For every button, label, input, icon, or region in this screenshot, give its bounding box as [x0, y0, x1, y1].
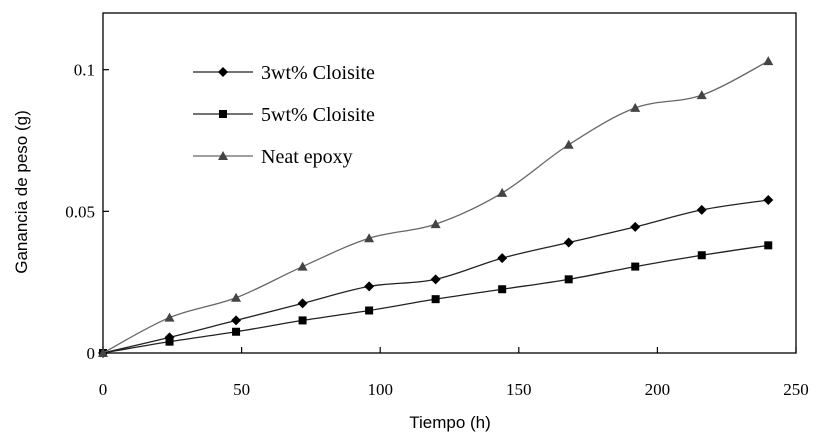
legend-label: 3wt% Cloisite — [261, 62, 375, 84]
legend: 3wt% Cloisite 5wt% Cloisite Neat epoxy — [193, 62, 375, 168]
x-axis-title: Tiempo (h) — [409, 413, 491, 432]
x-tick-label: 200 — [645, 380, 671, 399]
y-tick-label: 0.05 — [65, 202, 95, 221]
data-point — [696, 90, 707, 100]
legend-label: Neat epoxy — [261, 146, 353, 168]
data-point — [697, 251, 706, 260]
x-tick-label: 0 — [99, 380, 108, 399]
data-point — [497, 253, 508, 264]
data-point — [498, 285, 507, 294]
data-point — [231, 315, 242, 326]
data-point — [763, 56, 774, 66]
data-point — [630, 102, 641, 112]
data-point — [364, 281, 375, 292]
data-point — [364, 233, 375, 243]
data-point — [297, 261, 308, 271]
x-tick-label: 50 — [233, 380, 250, 399]
data-point — [630, 221, 641, 232]
data-point — [365, 306, 374, 315]
x-axis-ticks: 0 50 100 150 200 250 — [99, 347, 809, 399]
data-point — [696, 204, 707, 215]
series-layer — [98, 56, 774, 358]
data-point — [164, 312, 175, 322]
legend-marker — [218, 67, 228, 77]
x-tick-label: 150 — [506, 380, 532, 399]
data-point — [431, 295, 440, 304]
data-point — [563, 139, 574, 149]
data-point — [165, 337, 174, 346]
x-tick-label: 100 — [367, 380, 393, 399]
data-point — [564, 275, 573, 284]
y-tick-label: 0 — [87, 344, 96, 363]
legend-entry: Neat epoxy — [193, 146, 353, 168]
data-point — [232, 327, 241, 336]
data-point — [297, 298, 308, 309]
data-point — [631, 262, 640, 271]
legend-marker — [218, 151, 228, 160]
plot-area — [102, 12, 797, 354]
series-triangle — [98, 56, 774, 357]
y-tick-label: 0.1 — [74, 61, 95, 80]
legend-label: 5wt% Cloisite — [261, 104, 375, 126]
y-axis-title: Ganancia de peso (g) — [12, 110, 31, 274]
data-point — [764, 241, 773, 250]
legend-entry: 5wt% Cloisite — [193, 104, 375, 126]
data-point — [497, 187, 508, 197]
data-point — [563, 237, 574, 248]
data-point — [98, 348, 108, 357]
data-point — [763, 195, 774, 205]
y-axis-ticks: 0 0.05 0.1 — [65, 61, 109, 363]
x-tick-label: 250 — [783, 380, 809, 399]
data-point — [231, 292, 242, 302]
data-point — [298, 316, 307, 325]
legend-entry: 3wt% Cloisite — [193, 62, 375, 84]
data-point — [430, 274, 441, 285]
legend-marker — [219, 110, 227, 118]
data-point — [430, 219, 441, 229]
